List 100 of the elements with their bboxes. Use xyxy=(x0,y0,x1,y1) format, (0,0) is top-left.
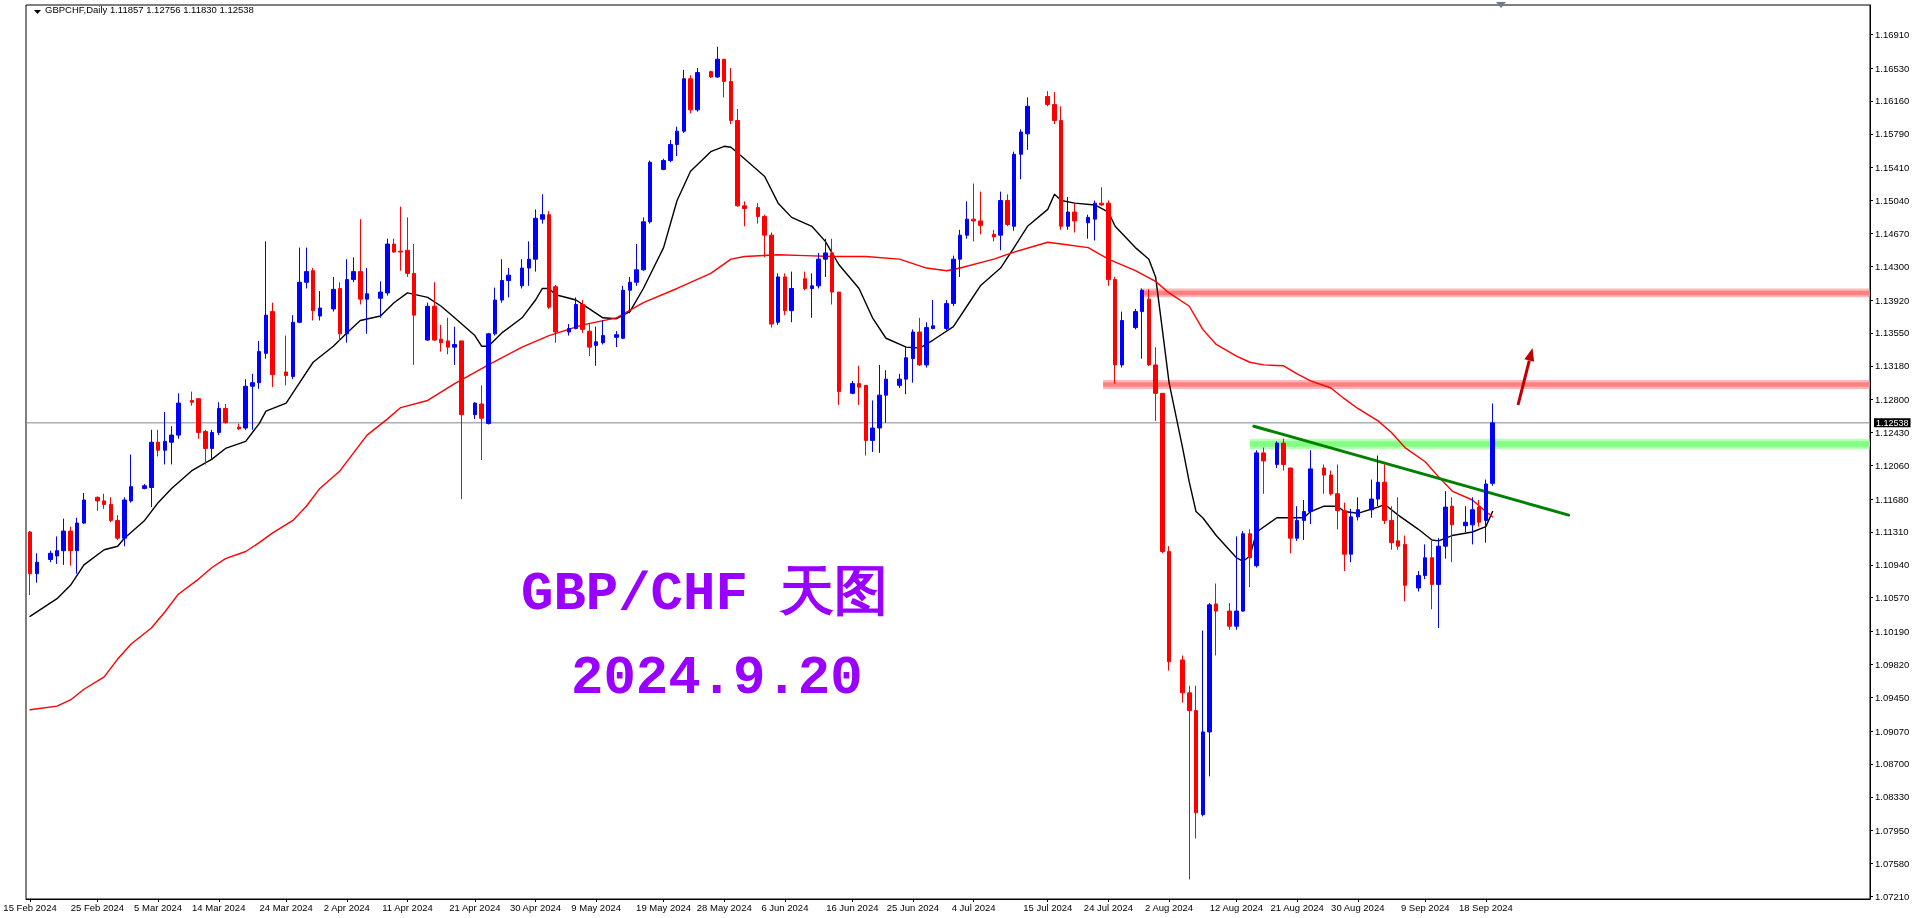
candlestick xyxy=(823,238,828,278)
candlestick xyxy=(709,70,713,79)
candlestick xyxy=(1066,196,1070,231)
y-tick-label: 1.12060 xyxy=(1875,459,1910,471)
candlestick xyxy=(1214,583,1218,657)
candlestick xyxy=(439,324,443,353)
candlestick xyxy=(1342,502,1347,572)
y-tick-label: 1.09450 xyxy=(1875,691,1910,703)
candlestick xyxy=(331,276,336,313)
candlestick xyxy=(1356,496,1360,521)
x-tick-label: 2 Apr 2024 xyxy=(323,901,370,913)
candlestick xyxy=(715,46,720,79)
candlestick xyxy=(527,240,531,287)
y-tick-label: 1.12800 xyxy=(1875,394,1910,406)
candlestick xyxy=(190,391,194,407)
x-tick-label: 5 Mar 2024 xyxy=(134,901,183,913)
y-tick-label: 1.13550 xyxy=(1875,327,1910,339)
candlestick xyxy=(1248,528,1252,588)
candlestick xyxy=(1403,535,1407,602)
x-tick-label: 4 Jul 2024 xyxy=(951,901,996,913)
candlestick xyxy=(682,69,686,134)
candlestick xyxy=(1470,496,1475,545)
candlestick xyxy=(338,281,342,342)
x-tick-label: 15 Feb 2024 xyxy=(3,901,57,913)
x-tick-label: 25 Feb 2024 xyxy=(70,901,125,913)
candlestick xyxy=(237,423,241,431)
x-tick-label: 12 Aug 2024 xyxy=(1209,901,1264,913)
candlestick xyxy=(243,378,248,431)
candlestick xyxy=(1450,496,1454,563)
candlestick xyxy=(1490,402,1495,487)
candlestick xyxy=(520,258,524,289)
candlestick xyxy=(75,517,79,575)
candlestick xyxy=(365,267,369,335)
y-tick-label: 1.07580 xyxy=(1875,857,1910,869)
candlestick xyxy=(621,285,625,340)
x-tick-label: 6 Jun 2024 xyxy=(761,901,809,913)
candlestick xyxy=(1261,447,1266,495)
candlestick xyxy=(1025,96,1030,151)
y-tick-label: 1.12430 xyxy=(1875,426,1910,438)
candlestick xyxy=(1430,540,1434,610)
x-tick-label: 2 Aug 2024 xyxy=(1145,901,1194,913)
candlestick xyxy=(931,299,935,330)
candlestick xyxy=(297,247,302,324)
candlestick xyxy=(864,384,868,457)
candlestick xyxy=(270,302,275,388)
y-tick-label: 1.15040 xyxy=(1875,195,1910,207)
x-tick-label: 30 Apr 2024 xyxy=(509,901,562,913)
candlestick xyxy=(1207,602,1212,777)
candlestick xyxy=(998,191,1003,251)
candlestick xyxy=(1160,392,1165,554)
candlestick xyxy=(425,302,430,342)
candlestick xyxy=(735,108,740,208)
candlestick xyxy=(1477,499,1481,528)
candlestick xyxy=(648,160,652,225)
candlestick xyxy=(1019,128,1023,180)
y-tick-label: 1.15790 xyxy=(1875,128,1910,140)
candlestick xyxy=(1153,346,1158,422)
candlestick xyxy=(1288,467,1293,554)
ref-line-label: 1.12538 xyxy=(1876,417,1909,428)
candlestick xyxy=(142,483,147,490)
x-tick-label: 9 May 2024 xyxy=(571,901,622,913)
candlestick xyxy=(1329,470,1333,497)
candlestick xyxy=(917,317,922,367)
candlestick xyxy=(122,496,127,547)
candlestick xyxy=(163,411,167,465)
candlestick xyxy=(904,346,908,395)
candlestick xyxy=(675,126,679,157)
candlestick xyxy=(1072,202,1077,233)
candlestick xyxy=(115,514,120,541)
candlestick xyxy=(810,272,814,319)
x-tick-label: 28 May 2024 xyxy=(696,901,752,913)
candlestick xyxy=(1167,545,1171,672)
candlestick xyxy=(742,200,747,227)
candlestick xyxy=(877,364,882,454)
y-tick-label: 1.09820 xyxy=(1875,658,1910,670)
candlestick xyxy=(1012,151,1016,232)
line-series xyxy=(29,145,1494,618)
candlestick xyxy=(1335,463,1340,530)
candlestick xyxy=(628,276,632,314)
candlestick xyxy=(857,365,861,406)
candlestick xyxy=(196,398,201,440)
candlestick xyxy=(567,323,571,337)
candlestick xyxy=(668,139,673,163)
candlestick xyxy=(837,291,841,406)
candlestick xyxy=(695,67,700,113)
candlestick xyxy=(1443,490,1448,560)
candlestick xyxy=(291,314,295,380)
y-tick-label: 1.09070 xyxy=(1875,725,1910,737)
candlestick xyxy=(1093,200,1097,241)
candlestick xyxy=(1005,193,1010,227)
candlestick xyxy=(223,403,228,425)
candlestick xyxy=(446,317,450,355)
candlestick xyxy=(156,429,160,457)
candlestick xyxy=(1120,311,1124,369)
candlestick xyxy=(1234,535,1239,631)
candlestick xyxy=(884,369,888,424)
candlestick xyxy=(35,552,39,584)
candlestick xyxy=(1187,685,1192,880)
candlestick xyxy=(48,550,53,563)
candlestick xyxy=(412,243,416,366)
